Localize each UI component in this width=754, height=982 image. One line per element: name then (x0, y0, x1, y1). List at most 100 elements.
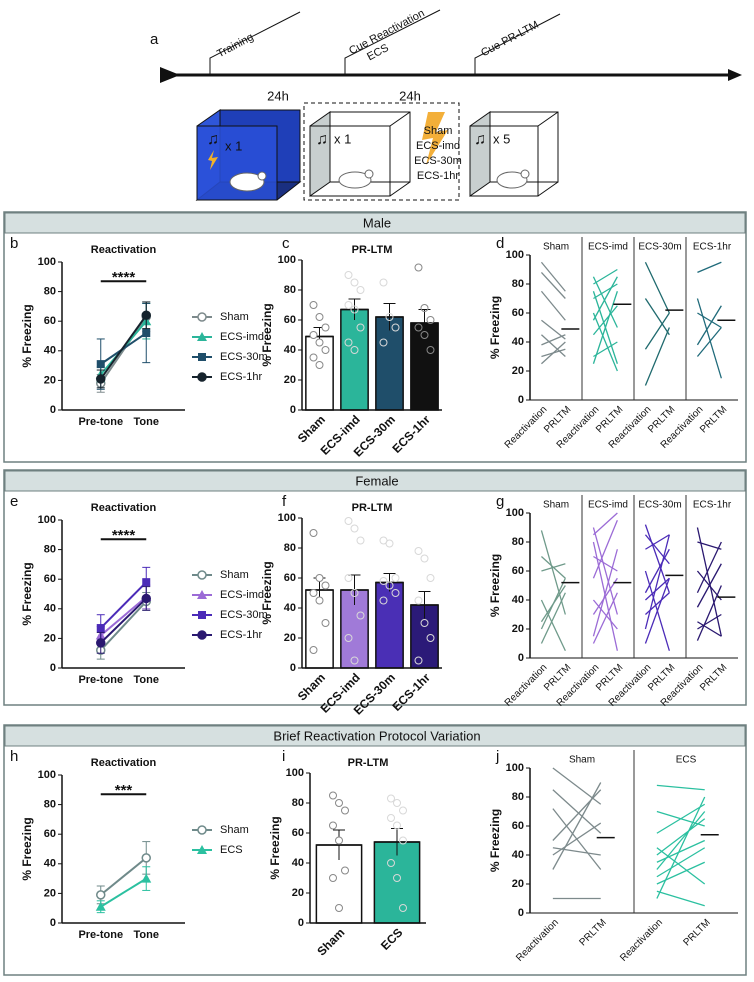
data-point (379, 278, 388, 287)
group-label: Sham (543, 500, 569, 511)
pair-line (552, 782, 602, 870)
y-tick-label: 40 (44, 858, 56, 870)
x-tick-label: Reactivation (618, 917, 665, 964)
section-header (4, 212, 746, 234)
data-point (393, 799, 401, 807)
pair-line (696, 327, 722, 357)
pair-line (540, 577, 566, 630)
data-point (426, 634, 435, 642)
marker (141, 593, 151, 604)
data-point (420, 619, 429, 627)
y-tick-label: 100 (38, 514, 56, 526)
pair-line (644, 261, 670, 314)
pair-line (541, 334, 566, 357)
music-note: ♫ (316, 131, 328, 148)
legend-label: ECS-imd (220, 589, 264, 601)
pair-line (644, 578, 670, 644)
y-tick-label: 0 (50, 662, 56, 674)
data-point (329, 821, 337, 830)
y-tick-label: 100 (506, 249, 524, 261)
y-tick-label: 80 (284, 542, 296, 554)
y-tick-label: 80 (512, 278, 524, 290)
chart-title: PR-LTM (352, 244, 393, 256)
marker (197, 590, 207, 599)
series-line (100, 600, 147, 651)
event-label: Training (215, 31, 255, 60)
legend-label: Sham (220, 311, 249, 323)
group-label: ECS-1hr (693, 500, 732, 511)
pair-line (656, 847, 706, 885)
data-point (309, 589, 318, 597)
pair-line (697, 613, 722, 630)
data-point (341, 866, 349, 875)
y-tick-label: 100 (278, 512, 296, 524)
x-tick-label: Sham (295, 670, 328, 703)
data-point (379, 577, 388, 585)
cage-reactivation: ♫ x 1 Sham ECS-imd ECS-30m ECS-1hr (309, 111, 462, 197)
pair-line (645, 534, 670, 550)
event-marker (474, 13, 561, 75)
condition: ECS-imd (416, 140, 460, 152)
data-point (335, 799, 343, 807)
pair-line (592, 312, 618, 372)
data-point (344, 634, 353, 642)
marker (95, 901, 106, 911)
y-tick-label: 80 (292, 797, 304, 809)
series-line (100, 857, 147, 896)
x-tick-label: Pre-tone (78, 674, 123, 686)
y-tick-label: 20 (284, 374, 296, 386)
pair-line (644, 298, 670, 336)
data-point (420, 331, 429, 339)
x-tick-label: PRLTM (681, 917, 712, 948)
pair-line (540, 261, 566, 292)
x-tick-label: ECS (378, 925, 405, 952)
legend-label: ECS-1hr (220, 629, 263, 641)
marker (96, 374, 106, 384)
y-tick-label: 0 (290, 662, 296, 674)
y-axis-label: % Freezing (488, 809, 502, 872)
y-tick-label: 40 (512, 594, 524, 606)
chart-title: PR-LTM (348, 757, 389, 769)
pair-line (593, 512, 618, 536)
y-tick-label: 100 (278, 254, 296, 266)
series-line (100, 581, 147, 629)
data-point (321, 346, 330, 354)
pair-line (644, 534, 670, 630)
pair-line (696, 585, 722, 641)
pair-line (593, 341, 618, 358)
x-tick-label: Reactivation (514, 917, 561, 964)
data-point (379, 338, 388, 347)
pair-line (541, 563, 566, 572)
data-point (385, 581, 394, 590)
y-tick-label: 40 (44, 603, 56, 615)
pair-line (696, 305, 722, 346)
pair-line (656, 847, 706, 878)
series-line (100, 596, 147, 637)
pair-line (656, 890, 705, 907)
y-tick-label: 20 (512, 623, 524, 635)
data-point (391, 589, 400, 597)
data-point (356, 536, 365, 545)
event-marker (209, 11, 301, 75)
legend-label: Sham (220, 569, 249, 581)
legend-label: ECS (220, 844, 243, 856)
annotation: *** (115, 782, 133, 799)
condition: Sham (424, 125, 453, 137)
x-tick-label: Pre-tone (78, 929, 123, 941)
data-point (385, 313, 394, 321)
x-tick-label: PRLTM (698, 662, 729, 693)
pair-line (697, 541, 722, 550)
bar (375, 316, 404, 411)
pair-line (552, 767, 602, 805)
pair-line (696, 563, 722, 608)
y-tick-label: 60 (512, 820, 524, 832)
marker (141, 853, 151, 863)
data-point (387, 794, 395, 803)
pair-line (552, 822, 602, 856)
panel-letter: i (282, 748, 285, 765)
y-axis-label: % Freezing (488, 554, 502, 617)
data-point (315, 596, 324, 605)
data-point (379, 596, 388, 605)
